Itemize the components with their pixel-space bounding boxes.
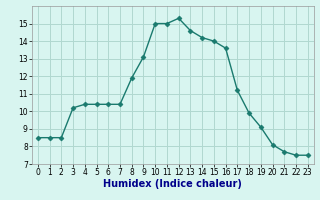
X-axis label: Humidex (Indice chaleur): Humidex (Indice chaleur) <box>103 179 242 189</box>
